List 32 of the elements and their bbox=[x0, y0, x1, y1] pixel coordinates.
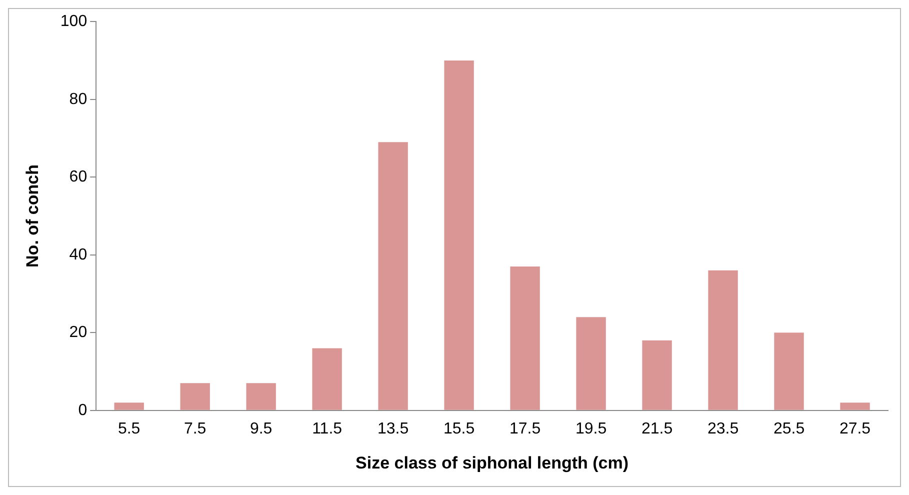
x-tick-label: 21.5 bbox=[641, 420, 673, 438]
y-tick-label: 40 bbox=[69, 246, 88, 264]
y-tick-label: 60 bbox=[69, 168, 88, 186]
bar bbox=[840, 402, 870, 410]
x-tick-label: 25.5 bbox=[773, 420, 805, 438]
x-tick-label: 5.5 bbox=[118, 420, 140, 438]
x-tick-label: 11.5 bbox=[312, 420, 342, 438]
bar bbox=[642, 340, 672, 410]
y-tick-label: 100 bbox=[60, 13, 88, 30]
y-tick-label: 0 bbox=[78, 402, 88, 419]
x-axis-title: Size class of siphonal length (cm) bbox=[356, 453, 629, 472]
bar bbox=[444, 60, 474, 410]
x-tick-label: 19.5 bbox=[575, 420, 607, 438]
x-tick-label: 23.5 bbox=[707, 420, 739, 438]
x-tick-label: 15.5 bbox=[443, 420, 475, 438]
y-axis-title: No. of conch bbox=[22, 164, 42, 268]
x-tick-label: 7.5 bbox=[184, 420, 206, 438]
x-tick-label: 17.5 bbox=[509, 420, 541, 438]
x-tick-label: 27.5 bbox=[839, 420, 871, 438]
bar bbox=[114, 402, 144, 410]
y-tick-label: 80 bbox=[69, 90, 88, 108]
bar bbox=[576, 317, 606, 410]
bar bbox=[774, 332, 804, 410]
y-tick-label: 20 bbox=[69, 324, 88, 342]
bar bbox=[246, 383, 276, 410]
x-tick-label: 13.5 bbox=[377, 420, 409, 438]
bar bbox=[510, 266, 540, 410]
bar bbox=[180, 383, 210, 410]
bar bbox=[312, 348, 342, 410]
bar bbox=[378, 142, 408, 410]
bar bbox=[708, 270, 738, 410]
x-tick-label: 9.5 bbox=[250, 420, 272, 438]
